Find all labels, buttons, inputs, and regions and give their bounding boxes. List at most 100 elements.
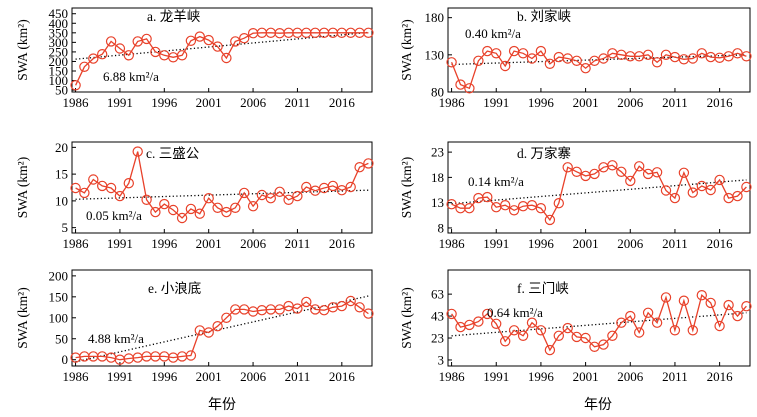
data-point — [660, 292, 672, 303]
data-point — [723, 51, 734, 62]
data-point — [562, 322, 573, 334]
data-point — [238, 187, 250, 199]
data-point — [446, 308, 457, 320]
x-tick-label: 2011 — [285, 236, 311, 251]
data-point — [616, 317, 627, 328]
data-point — [535, 202, 547, 214]
y-tick-label: 23 — [431, 331, 444, 346]
data-point — [123, 177, 135, 189]
data-point — [669, 192, 681, 204]
data-point — [221, 206, 232, 218]
data-point — [651, 317, 663, 328]
panel-title: d. 万家寨 — [517, 145, 571, 161]
panel-title: a. 龙羊峡 — [147, 9, 201, 24]
y-tick-label: 10 — [55, 193, 68, 208]
x-tick-label: 2016 — [329, 236, 356, 251]
data-point — [508, 205, 520, 216]
data-point — [553, 330, 565, 341]
data-point — [741, 301, 752, 312]
data-point — [526, 53, 538, 64]
data-point — [221, 52, 232, 64]
data-point — [607, 330, 618, 341]
data-point — [723, 299, 734, 311]
x-tick-label: 2006 — [617, 95, 644, 110]
data-point — [446, 57, 457, 68]
x-tick-label: 2001 — [196, 369, 222, 384]
data-point — [464, 202, 475, 214]
data-point — [669, 325, 681, 336]
x-tick-label: 1996 — [528, 369, 555, 384]
data-point — [132, 146, 143, 157]
panel-title: b. 刘家峡 — [517, 8, 571, 24]
trend-label: 0.40 km²/a — [465, 26, 521, 41]
data-point — [473, 316, 484, 327]
data-point — [114, 43, 126, 54]
data-point — [571, 55, 582, 67]
data-point — [230, 202, 241, 213]
x-tick-label: 2011 — [285, 95, 311, 110]
y-tick-label: 50 — [55, 83, 68, 98]
data-point — [185, 203, 197, 215]
data-point — [301, 296, 312, 308]
data-point — [167, 204, 179, 216]
y-tick-label: 150 — [49, 64, 69, 79]
panel-c: 1986 1991 1996 2001 2006 2011 2016 5 10 15 20 c. 三盛… — [15, 140, 374, 251]
data-point — [598, 53, 609, 64]
data-point — [651, 57, 663, 68]
trend-label: 4.88 km²/a — [88, 331, 144, 346]
x-tick-label: 2011 — [662, 236, 688, 251]
data-point — [741, 51, 752, 62]
data-point — [678, 295, 690, 306]
x-tick-label: 1991 — [483, 369, 509, 384]
data-point — [354, 161, 365, 173]
trend-label: 0.14 km²/a — [468, 174, 524, 189]
data-point — [185, 35, 197, 47]
data-point — [705, 184, 716, 196]
y-axis-label: SWA (km²) — [399, 157, 414, 218]
data-point — [508, 325, 520, 336]
data-point — [571, 166, 582, 177]
y-tick-label: 13 — [431, 195, 444, 210]
x-tick-label: 1996 — [528, 236, 555, 251]
x-tick-label: 1996 — [151, 236, 178, 251]
y-tick-label: 8 — [438, 220, 445, 235]
x-tick-label: 2006 — [240, 369, 267, 384]
y-tick-label: 200 — [49, 54, 69, 69]
data-point — [714, 320, 725, 332]
data-point — [238, 33, 250, 44]
data-point — [363, 27, 374, 38]
data-point — [176, 212, 188, 224]
x-tick-label: 2011 — [662, 369, 688, 384]
data-point — [194, 31, 205, 42]
x-axis-label: 年份 — [584, 397, 612, 413]
plot-frame — [447, 269, 751, 367]
x-tick-label: 1986 — [63, 95, 90, 110]
x-tick-label: 2016 — [707, 236, 734, 251]
x-tick-label: 1991 — [107, 236, 133, 251]
data-point — [491, 48, 502, 59]
panel-e: 1986 1991 1996 2001 2006 2011 2016 0 50 100 150 200… — [15, 268, 374, 413]
data-point — [544, 58, 556, 70]
data-point — [301, 181, 312, 193]
data-point — [292, 303, 303, 314]
panel-title: c. 三盛公 — [146, 146, 200, 161]
trend-line — [451, 312, 747, 337]
plot-frame — [71, 141, 373, 234]
data-point — [265, 192, 276, 204]
data-point — [642, 49, 654, 61]
data-point — [150, 206, 161, 218]
data-point — [580, 62, 591, 74]
y-tick-label: 50 — [55, 331, 68, 346]
data-point — [687, 325, 699, 336]
data-point — [105, 182, 117, 194]
data-point — [159, 198, 170, 210]
data-point — [212, 41, 223, 52]
data-point — [696, 180, 708, 192]
x-tick-label: 1991 — [483, 95, 509, 110]
data-point — [741, 181, 752, 193]
data-point — [562, 162, 573, 173]
x-tick-label: 1986 — [63, 236, 90, 251]
data-point — [247, 200, 259, 212]
data-point — [500, 199, 511, 211]
